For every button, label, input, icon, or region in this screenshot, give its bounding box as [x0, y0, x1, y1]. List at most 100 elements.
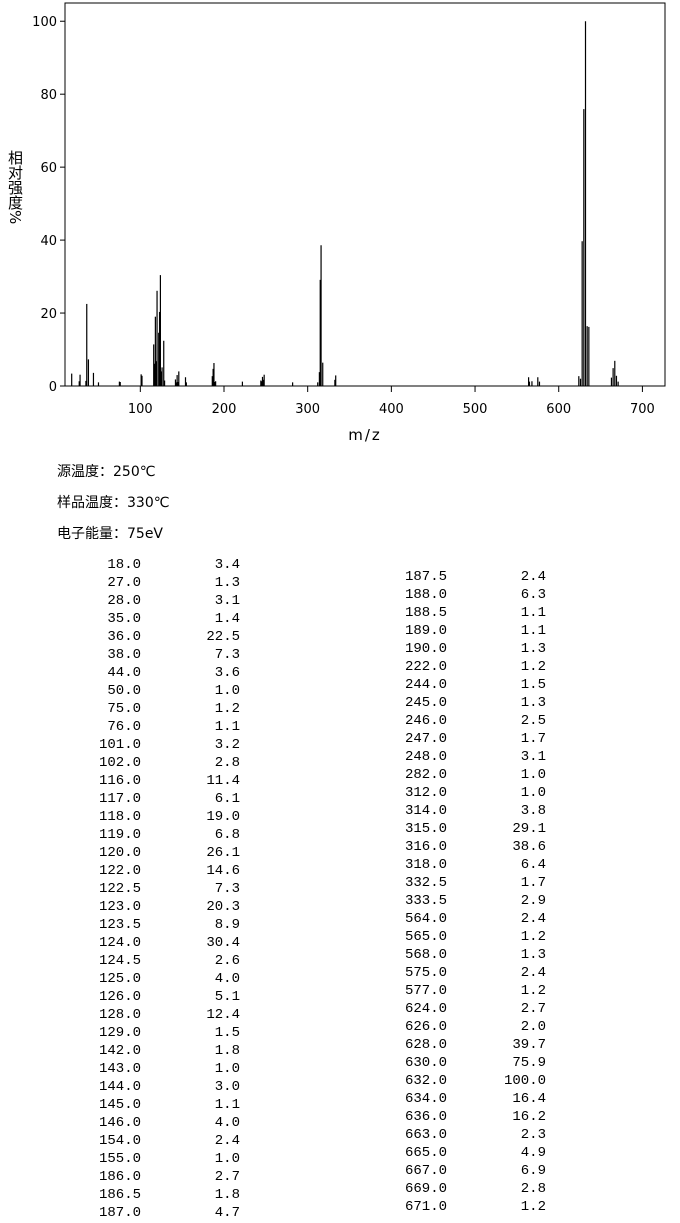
- table-intensity: 8.9: [215, 917, 240, 933]
- table-intensity: 1.2: [521, 929, 546, 945]
- table-intensity: 30.4: [206, 935, 240, 951]
- table-mz: 129.0: [99, 1025, 141, 1041]
- table-mz: 101.0: [99, 737, 141, 753]
- table-mz: 318.0: [405, 857, 447, 873]
- table-intensity: 1.2: [521, 1199, 546, 1215]
- y-tick-label: 20: [40, 307, 57, 322]
- table-mz: 126.0: [99, 989, 141, 1005]
- table-mz: 245.0: [405, 695, 447, 711]
- table-mz: 50.0: [107, 683, 141, 699]
- table-mz: 564.0: [405, 911, 447, 927]
- table-mz: 671.0: [405, 1199, 447, 1215]
- table-mz: 118.0: [99, 809, 141, 825]
- table-mz: 123.0: [99, 899, 141, 915]
- table-intensity: 1.0: [521, 785, 546, 801]
- table-intensity: 38.6: [512, 839, 546, 855]
- table-mz: 123.5: [99, 917, 141, 933]
- table-intensity: 100.0: [504, 1073, 546, 1089]
- y-tick-label: 40: [40, 234, 57, 249]
- table-mz: 186.5: [99, 1187, 141, 1203]
- table-mz: 102.0: [99, 755, 141, 771]
- table-intensity: 1.8: [215, 1187, 240, 1203]
- table-intensity: 1.7: [521, 731, 546, 747]
- table-intensity: 4.0: [215, 971, 240, 987]
- table-intensity: 3.1: [521, 749, 546, 765]
- table-mz: 188.5: [405, 605, 447, 621]
- table-mz: 38.0: [107, 647, 141, 663]
- table-mz: 248.0: [405, 749, 447, 765]
- table-intensity: 6.4: [521, 857, 546, 873]
- table-mz: 315.0: [405, 821, 447, 837]
- table-mz: 120.0: [99, 845, 141, 861]
- table-mz: 116.0: [99, 773, 141, 789]
- table-mz: 624.0: [405, 1001, 447, 1017]
- table-mz: 154.0: [99, 1133, 141, 1149]
- table-mz: 187.0: [99, 1205, 141, 1219]
- table-intensity: 1.1: [521, 605, 546, 621]
- table-mz: 222.0: [405, 659, 447, 675]
- x-tick-label: 100: [128, 402, 153, 417]
- x-tick-label: 400: [379, 402, 404, 417]
- table-intensity: 3.2: [215, 737, 240, 753]
- y-axis-label: 相对强度%: [6, 150, 24, 224]
- table-intensity: 3.0: [215, 1079, 240, 1095]
- table-intensity: 26.1: [206, 845, 240, 861]
- table-intensity: 2.4: [521, 965, 546, 981]
- x-tick-label: 500: [463, 402, 488, 417]
- table-intensity: 4.9: [521, 1145, 546, 1161]
- table-mz: 186.0: [99, 1169, 141, 1185]
- table-mz: 35.0: [107, 611, 141, 627]
- table-intensity: 1.1: [215, 719, 240, 735]
- info-line: 电子能量：75eV: [57, 526, 163, 542]
- x-tick-label: 600: [546, 402, 571, 417]
- table-intensity: 1.2: [521, 659, 546, 675]
- x-tick-label: 300: [295, 402, 320, 417]
- table-mz: 636.0: [405, 1109, 447, 1125]
- table-mz: 630.0: [405, 1055, 447, 1071]
- table-mz: 143.0: [99, 1061, 141, 1077]
- table-intensity: 1.0: [215, 1061, 240, 1077]
- table-mz: 663.0: [405, 1127, 447, 1143]
- table-mz: 188.0: [405, 587, 447, 603]
- table-mz: 244.0: [405, 677, 447, 693]
- table-intensity: 2.7: [215, 1169, 240, 1185]
- table-mz: 18.0: [107, 557, 141, 573]
- y-tick-label: 80: [40, 88, 57, 103]
- table-intensity: 1.2: [215, 701, 240, 717]
- table-intensity: 1.5: [215, 1025, 240, 1041]
- table-intensity: 1.1: [521, 623, 546, 639]
- table-mz: 146.0: [99, 1115, 141, 1131]
- table-intensity: 1.4: [215, 611, 240, 627]
- table-intensity: 3.6: [215, 665, 240, 681]
- table-mz: 75.0: [107, 701, 141, 717]
- table-intensity: 2.4: [521, 569, 546, 585]
- table-intensity: 1.8: [215, 1043, 240, 1059]
- table-mz: 634.0: [405, 1091, 447, 1107]
- table-mz: 282.0: [405, 767, 447, 783]
- table-intensity: 6.1: [215, 791, 240, 807]
- table-intensity: 39.7: [512, 1037, 546, 1053]
- table-intensity: 1.7: [521, 875, 546, 891]
- table-intensity: 1.3: [215, 575, 240, 591]
- table-intensity: 1.0: [215, 1151, 240, 1167]
- table-intensity: 3.4: [215, 557, 240, 573]
- table-intensity: 22.5: [206, 629, 240, 645]
- table-intensity: 75.9: [512, 1055, 546, 1071]
- table-mz: 565.0: [405, 929, 447, 945]
- table-intensity: 20.3: [206, 899, 240, 915]
- table-intensity: 2.0: [521, 1019, 546, 1035]
- table-intensity: 1.3: [521, 641, 546, 657]
- table-intensity: 6.9: [521, 1163, 546, 1179]
- table-mz: 332.5: [405, 875, 447, 891]
- table-mz: 122.0: [99, 863, 141, 879]
- table-mz: 125.0: [99, 971, 141, 987]
- table-mz: 142.0: [99, 1043, 141, 1059]
- table-mz: 28.0: [107, 593, 141, 609]
- table-intensity: 1.3: [521, 695, 546, 711]
- table-intensity: 11.4: [206, 773, 240, 789]
- table-intensity: 16.2: [512, 1109, 546, 1125]
- table-intensity: 1.2: [521, 983, 546, 999]
- table-intensity: 1.5: [521, 677, 546, 693]
- table-mz: 667.0: [405, 1163, 447, 1179]
